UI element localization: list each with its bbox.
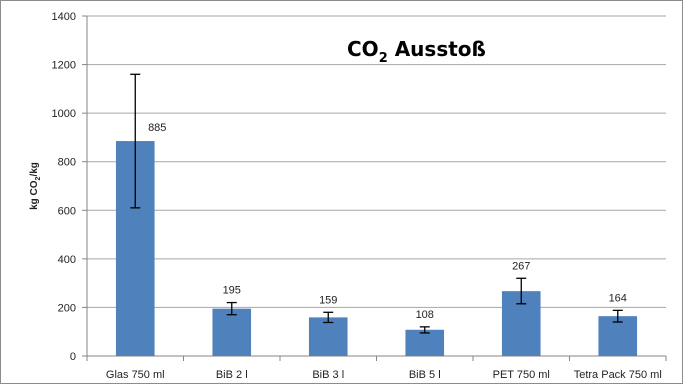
bar	[308, 317, 348, 356]
x-tick-label: Glas 750 ml	[106, 369, 165, 381]
error-bar	[612, 309, 623, 323]
y-tick-label: 1000	[52, 108, 76, 120]
x-tick-label: BiB 2 l	[216, 369, 248, 381]
y-tick-label: 600	[58, 205, 76, 217]
y-tick-label: 200	[58, 302, 76, 314]
error-bar	[226, 301, 237, 316]
data-label: 195	[223, 285, 241, 297]
y-axis-label: kg CO2/kg	[29, 162, 42, 210]
bar	[405, 329, 445, 356]
error-bar	[516, 277, 527, 305]
bar	[598, 316, 638, 356]
y-tick-label: 800	[58, 157, 76, 169]
bar	[212, 308, 252, 356]
data-label: 885	[148, 122, 166, 134]
data-label: 267	[512, 260, 530, 272]
x-tick-label: BiB 5 l	[409, 369, 441, 381]
data-label: 108	[416, 309, 434, 321]
y-tick-label: 0	[70, 351, 76, 363]
error-bar	[323, 311, 334, 324]
y-tick-label: 1400	[52, 11, 76, 23]
y-tick-label: 1200	[52, 60, 76, 72]
chart-title: CO2 Ausstoß	[347, 37, 486, 66]
x-tick-label: Tetra Pack 750 ml	[574, 369, 662, 381]
x-tick-label: PET 750 ml	[493, 369, 550, 381]
error-bar	[419, 326, 430, 334]
data-label: 159	[319, 294, 337, 306]
error-bar	[130, 73, 141, 209]
data-label: 164	[609, 292, 627, 304]
y-tick-label: 400	[58, 254, 76, 266]
x-tick-label: BiB 3 l	[312, 369, 344, 381]
